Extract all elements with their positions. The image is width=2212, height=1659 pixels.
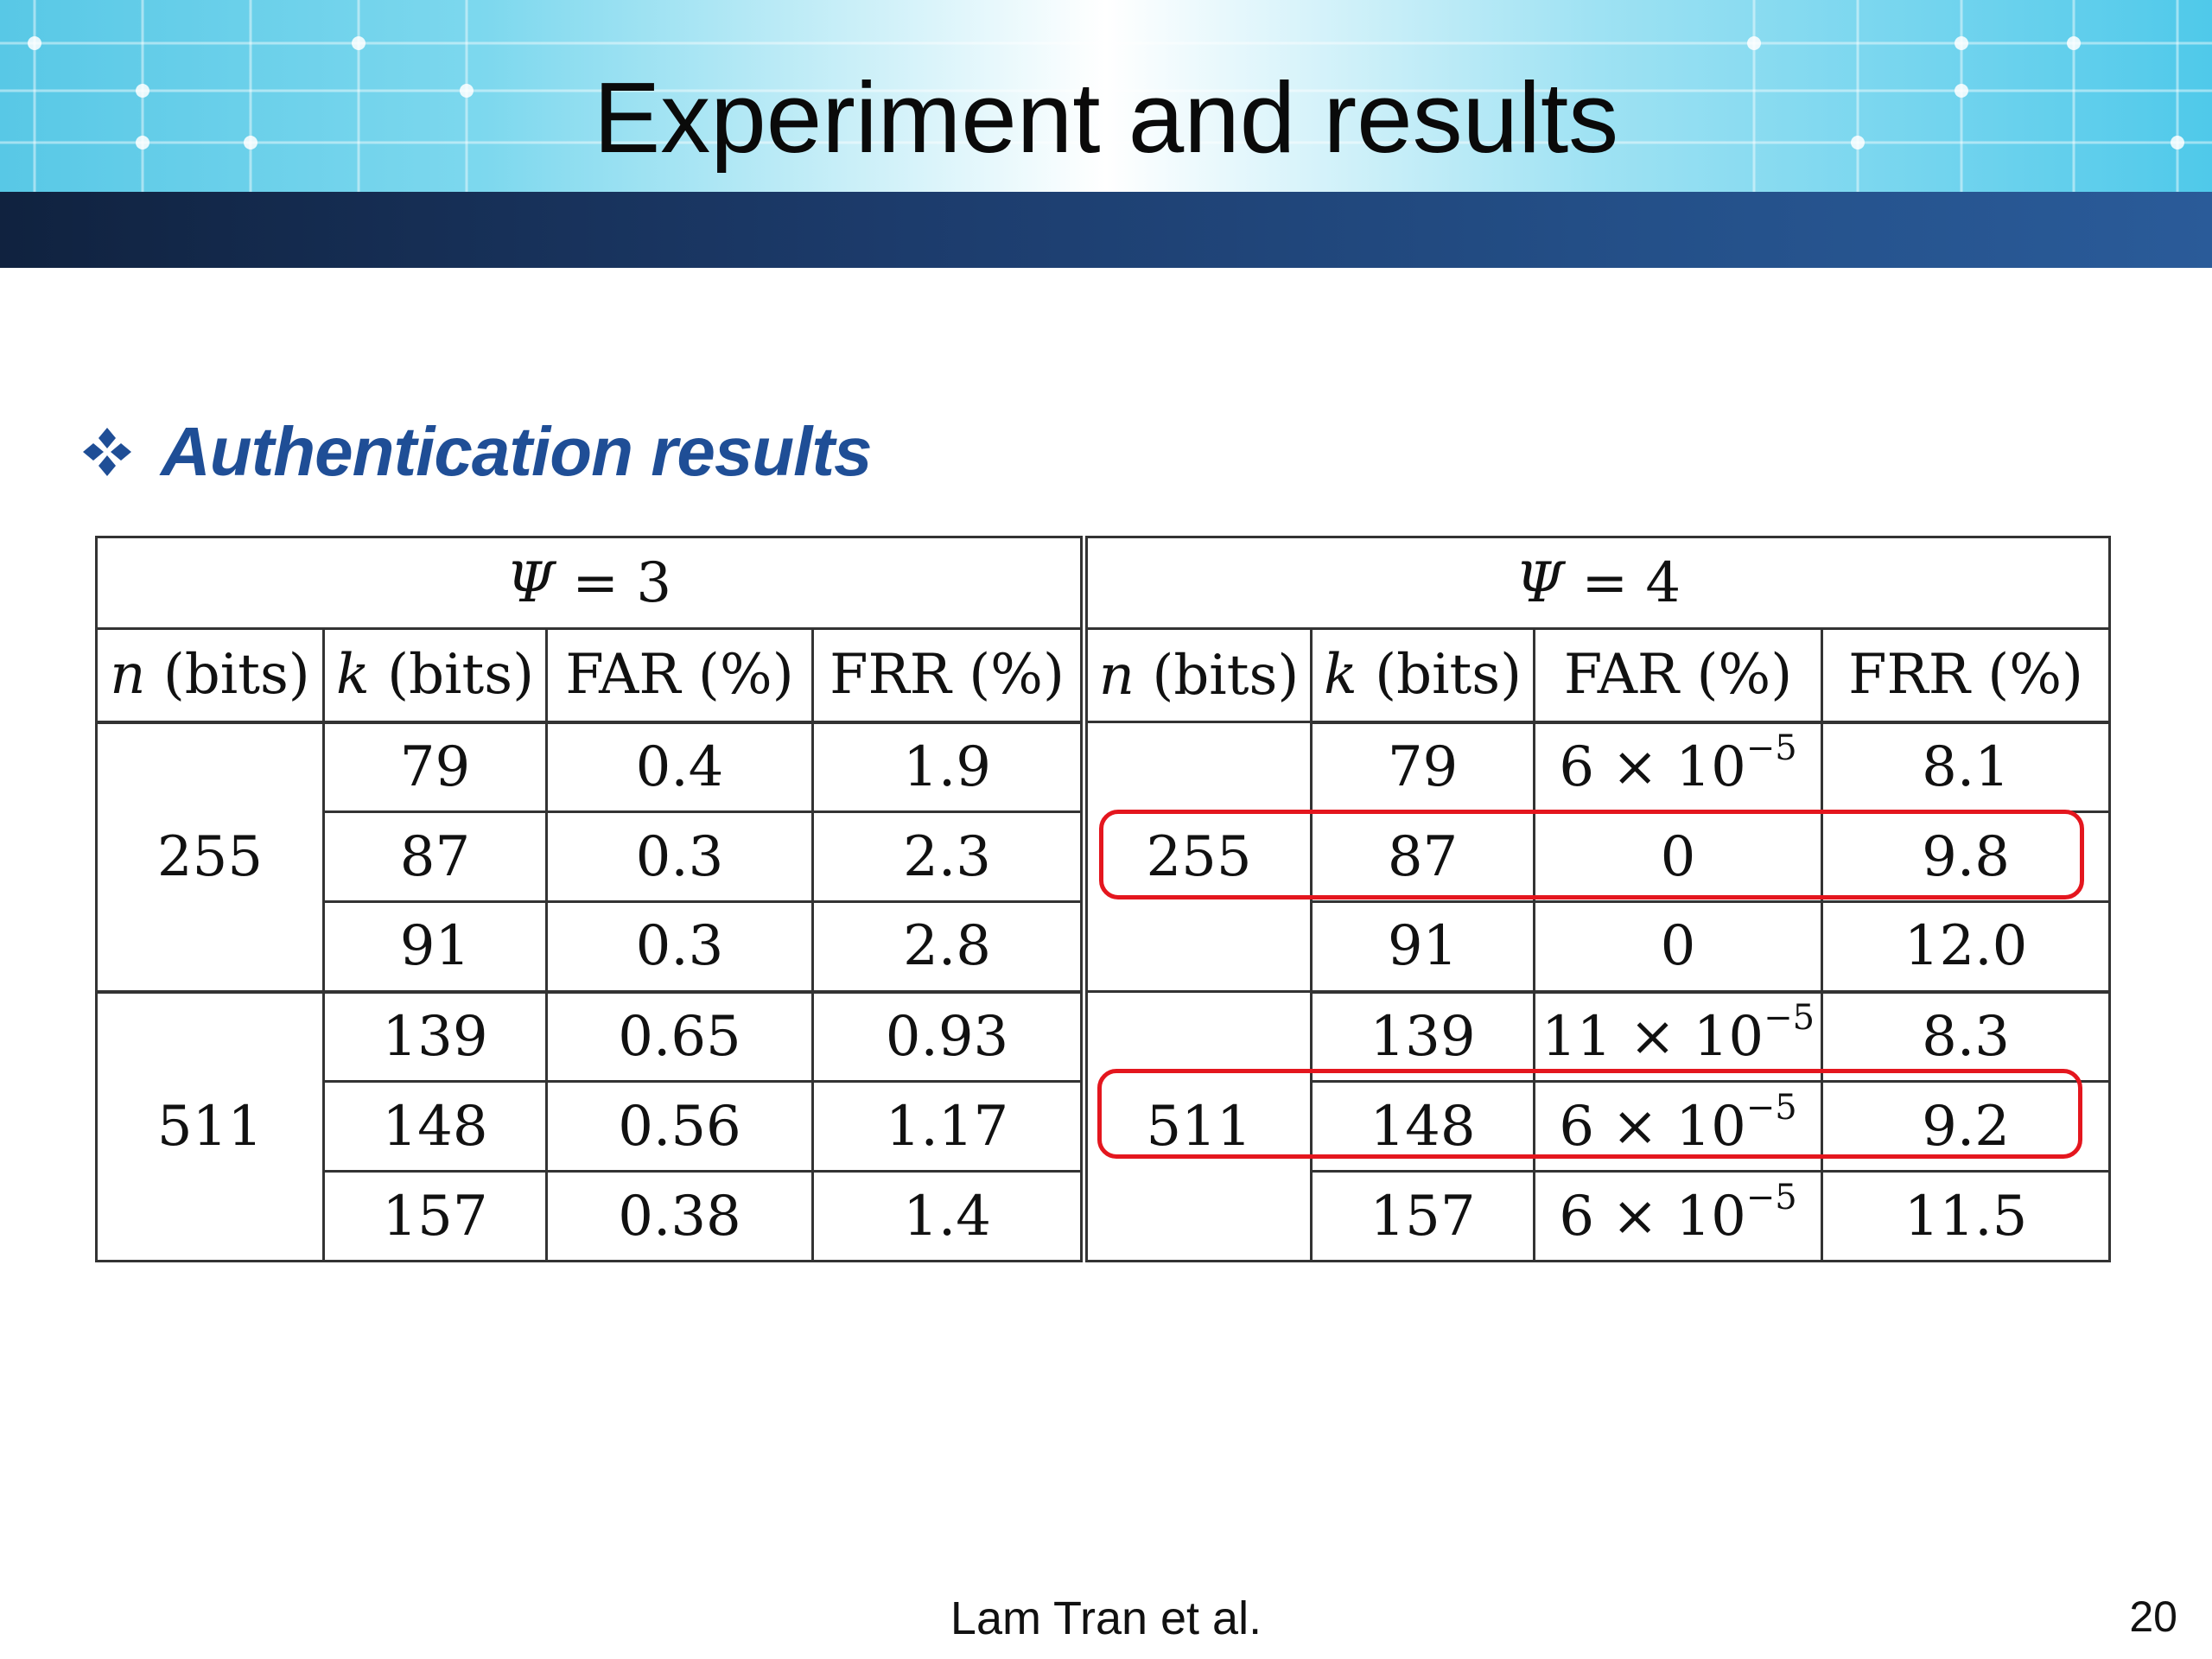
table-row: 255 79 0.4 1.9 79 6 × 10−5 8.1 <box>95 720 2112 993</box>
group-header-psi4: Ψ = 4 <box>1083 536 2112 630</box>
cell-k: 91 <box>322 900 548 993</box>
col-header-frr: FRR (%) <box>1821 627 2112 723</box>
cell-k: 87 <box>1310 810 1536 903</box>
col-header-n: n (bits) <box>1083 627 1313 723</box>
psi-symbol: Ψ <box>505 550 556 615</box>
cell-far: 0.4 <box>545 720 814 813</box>
footer-author: Lam Tran et al. <box>950 1592 1262 1644</box>
cell-frr: 8.1 <box>1821 720 2112 813</box>
table-row: 157 0.38 1.4 157 6 × 10−5 11.5 <box>97 1170 2112 1262</box>
cell-k: 157 <box>1310 1170 1536 1262</box>
cell-k: 157 <box>322 1170 548 1262</box>
cell-frr: 2.8 <box>810 900 1089 993</box>
cell-frr: 0.93 <box>810 989 1089 1083</box>
col-header-n: n (bits) <box>95 627 325 723</box>
table-column-header-row: n (bits) k (bits) FAR (%) FRR (%) n (bit… <box>95 627 2112 723</box>
cell-frr: 9.8 <box>1821 810 2112 903</box>
page-number: 20 <box>2129 1592 2177 1641</box>
psi-value: 4 <box>1645 550 1681 615</box>
cell-far: 0.3 <box>545 810 814 903</box>
cell-k: 91 <box>1310 900 1536 993</box>
cell-n-empty <box>1083 721 1313 812</box>
col-header-k: k (bits) <box>1310 627 1536 723</box>
cell-far: 6 × 10−5 <box>1533 1170 1824 1262</box>
cell-far: 0.3 <box>545 900 814 993</box>
cell-k: 148 <box>322 1080 548 1173</box>
diamond-bullet-icon <box>83 428 131 476</box>
cell-n: 255 <box>95 720 325 993</box>
section-heading-text: Authentication results <box>161 413 873 490</box>
table-row: 87 0.3 2.3 255 87 0 9.8 <box>97 810 2112 903</box>
cell-far: 6 × 10−5 <box>1533 720 1824 813</box>
header-banner <box>0 0 2212 192</box>
col-header-frr: FRR (%) <box>810 627 1089 723</box>
psi-symbol: Ψ <box>1515 550 1565 615</box>
cell-k: 87 <box>322 810 548 903</box>
cell-n-empty <box>1083 901 1313 992</box>
cell-k: 139 <box>1310 989 1536 1083</box>
cell-n: 255 <box>1083 811 1313 902</box>
cell-k: 79 <box>1310 720 1536 813</box>
cell-n: 511 <box>95 989 325 1262</box>
cell-frr: 11.5 <box>1821 1170 2112 1262</box>
cell-far: 11 × 10−5 <box>1533 989 1824 1083</box>
header-bar <box>0 192 2212 268</box>
cell-k: 79 <box>322 720 548 813</box>
circuit-grid-decoration <box>0 0 2212 192</box>
table-group-header-row: Ψ = 3 Ψ = 4 <box>94 536 2112 630</box>
cell-far: 0 <box>1533 900 1824 993</box>
table-row: 91 0.3 2.8 91 0 12.0 <box>97 900 2112 993</box>
group-header-psi3: Ψ = 3 <box>94 536 1089 630</box>
cell-frr: 12.0 <box>1821 900 2112 993</box>
results-table-wrapper: Ψ = 3 Ψ = 4 n (bits) k (bits) FAR (%) FR… <box>94 536 2112 1262</box>
cell-n-empty <box>1083 990 1313 1082</box>
cell-far: 0.56 <box>545 1080 814 1173</box>
cell-frr: 1.17 <box>810 1080 1089 1173</box>
cell-far: 0 <box>1533 810 1824 903</box>
authentication-results-table: Ψ = 3 Ψ = 4 n (bits) k (bits) FAR (%) FR… <box>94 536 2112 1262</box>
col-header-far: FAR (%) <box>1533 627 1824 723</box>
highlight-row-511-148 <box>1097 1069 2082 1159</box>
cell-frr: 1.4 <box>810 1170 1089 1262</box>
section-heading: Authentication results <box>79 413 873 491</box>
col-header-k: k (bits) <box>322 627 548 723</box>
col-header-far: FAR (%) <box>545 627 814 723</box>
psi-value: 3 <box>636 550 672 615</box>
cell-frr: 1.9 <box>810 720 1089 813</box>
table-row: 511 139 0.65 0.93 139 11 × 10−5 8.3 <box>95 989 2112 1262</box>
cell-n-empty <box>1083 1171 1313 1262</box>
cell-k: 139 <box>322 989 548 1083</box>
cell-far: 0.65 <box>545 989 814 1083</box>
slide-title: Experiment and results <box>593 61 1619 174</box>
cell-far: 0.38 <box>545 1170 814 1262</box>
cell-frr: 2.3 <box>810 810 1089 903</box>
cell-frr: 8.3 <box>1821 989 2112 1083</box>
highlight-row-255-87 <box>1099 810 2084 899</box>
